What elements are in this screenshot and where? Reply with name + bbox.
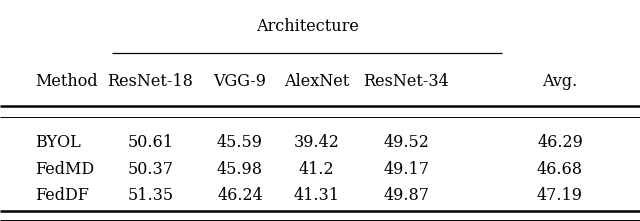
Text: ResNet-34: ResNet-34 <box>364 73 449 90</box>
Text: AlexNet: AlexNet <box>284 73 349 90</box>
Text: 49.52: 49.52 <box>383 134 429 151</box>
Text: ResNet-18: ResNet-18 <box>108 73 193 90</box>
Text: 46.29: 46.29 <box>537 134 583 151</box>
Text: 49.87: 49.87 <box>383 187 429 204</box>
Text: 47.19: 47.19 <box>537 187 583 204</box>
Text: 41.2: 41.2 <box>299 161 335 177</box>
Text: 41.31: 41.31 <box>294 187 340 204</box>
Text: FedDF: FedDF <box>35 187 89 204</box>
Text: 46.24: 46.24 <box>217 187 263 204</box>
Text: 49.17: 49.17 <box>383 161 429 177</box>
Text: 51.35: 51.35 <box>127 187 173 204</box>
Text: VGG-9: VGG-9 <box>214 73 266 90</box>
Text: 39.42: 39.42 <box>294 134 340 151</box>
Text: 45.59: 45.59 <box>217 134 263 151</box>
Text: 46.68: 46.68 <box>537 161 583 177</box>
Text: Avg.: Avg. <box>542 73 578 90</box>
Text: FedMD: FedMD <box>35 161 94 177</box>
Text: 50.61: 50.61 <box>127 134 173 151</box>
Text: Method: Method <box>35 73 98 90</box>
Text: Architecture: Architecture <box>256 18 358 35</box>
Text: 45.98: 45.98 <box>217 161 263 177</box>
Text: 50.37: 50.37 <box>127 161 173 177</box>
Text: BYOL: BYOL <box>35 134 81 151</box>
